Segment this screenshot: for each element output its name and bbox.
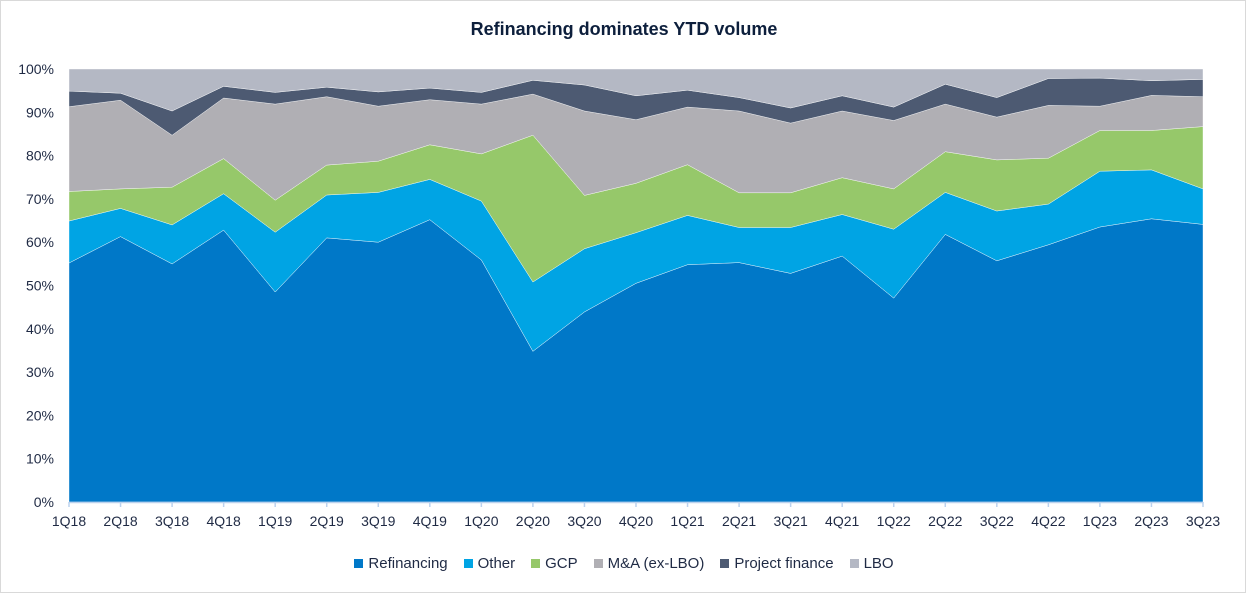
x-tick-label: 2Q23 bbox=[1134, 513, 1168, 529]
legend-item-gcp: GCP bbox=[531, 555, 578, 572]
x-tick-label: 1Q20 bbox=[464, 513, 498, 529]
y-tick-label: 60% bbox=[26, 234, 54, 250]
x-tick-label: 2Q19 bbox=[310, 513, 344, 529]
x-tick-label: 4Q18 bbox=[207, 513, 241, 529]
y-tick-label: 30% bbox=[26, 364, 54, 380]
x-tick-label: 2Q18 bbox=[103, 513, 137, 529]
legend: Refinancing Other GCP M&A (ex-LBO) Project f… bbox=[0, 555, 1248, 572]
y-tick-label: 40% bbox=[26, 321, 54, 337]
legend-swatch bbox=[354, 559, 364, 568]
y-tick-label: 20% bbox=[26, 407, 54, 423]
chart-title: Refinancing dominates YTD volume bbox=[470, 19, 778, 39]
x-tick-label: 2Q22 bbox=[928, 513, 962, 529]
legend-item-m-a-ex-lbo: M&A (ex-LBO) bbox=[593, 555, 705, 572]
legend-item-refinancing: Refinancing bbox=[354, 555, 448, 572]
x-tick-label: 3Q19 bbox=[361, 513, 395, 529]
y-tick-label: 0% bbox=[34, 494, 54, 510]
x-tick-label: 4Q19 bbox=[413, 513, 447, 529]
legend-label: LBO bbox=[863, 555, 894, 572]
x-tick-label: 1Q22 bbox=[877, 513, 911, 529]
y-tick-label: 70% bbox=[26, 191, 54, 207]
legend-label: Other bbox=[477, 555, 516, 572]
legend-swatch bbox=[720, 559, 730, 568]
x-tick-label: 3Q20 bbox=[567, 513, 601, 529]
y-tick-label: 90% bbox=[26, 104, 54, 120]
y-tick-label: 100% bbox=[18, 61, 54, 77]
x-tick-label: 1Q19 bbox=[258, 513, 292, 529]
x-tick-label: 2Q20 bbox=[516, 513, 550, 529]
y-tick-label: 80% bbox=[26, 148, 54, 164]
legend-swatch bbox=[531, 559, 541, 568]
x-tick-label: 1Q23 bbox=[1083, 513, 1117, 529]
legend-swatch bbox=[849, 559, 859, 568]
legend-label: M&A (ex-LBO) bbox=[607, 555, 705, 572]
y-tick-label: 50% bbox=[26, 278, 54, 294]
x-tick-label: 4Q22 bbox=[1031, 513, 1065, 529]
x-tick-label: 4Q20 bbox=[619, 513, 653, 529]
legend-label: Project finance bbox=[734, 555, 834, 572]
legend-item-lbo: LBO bbox=[849, 555, 894, 572]
x-tick-label: 4Q21 bbox=[825, 513, 859, 529]
x-tick-label: 3Q22 bbox=[980, 513, 1014, 529]
x-tick-label: 3Q21 bbox=[774, 513, 808, 529]
x-axis: 1Q18 2Q18 3Q18 4Q18 1Q19 2Q19 3Q19 4Q19 1Q20 2Q20… bbox=[52, 501, 1220, 529]
legend-item-project-finance: Project finance bbox=[720, 555, 834, 572]
area-lbo bbox=[68, 68, 1204, 112]
x-tick-label: 1Q21 bbox=[670, 513, 704, 529]
x-tick-label: 1Q18 bbox=[52, 513, 86, 529]
y-tick-label: 10% bbox=[26, 451, 54, 467]
legend-swatch bbox=[593, 559, 603, 568]
x-tick-label: 2Q21 bbox=[722, 513, 756, 529]
area-layers bbox=[68, 68, 1204, 503]
legend-item-other: Other bbox=[463, 555, 516, 572]
x-tick-label: 3Q18 bbox=[155, 513, 189, 529]
legend-label: Refinancing bbox=[368, 555, 448, 572]
x-tick-label: 3Q23 bbox=[1186, 513, 1220, 529]
legend-swatch bbox=[463, 559, 473, 568]
legend-label: GCP bbox=[545, 555, 578, 572]
y-axis: 0% 10% 20% 30% 40% 50% 60% 70% 80% 90% 100% bbox=[18, 61, 54, 510]
